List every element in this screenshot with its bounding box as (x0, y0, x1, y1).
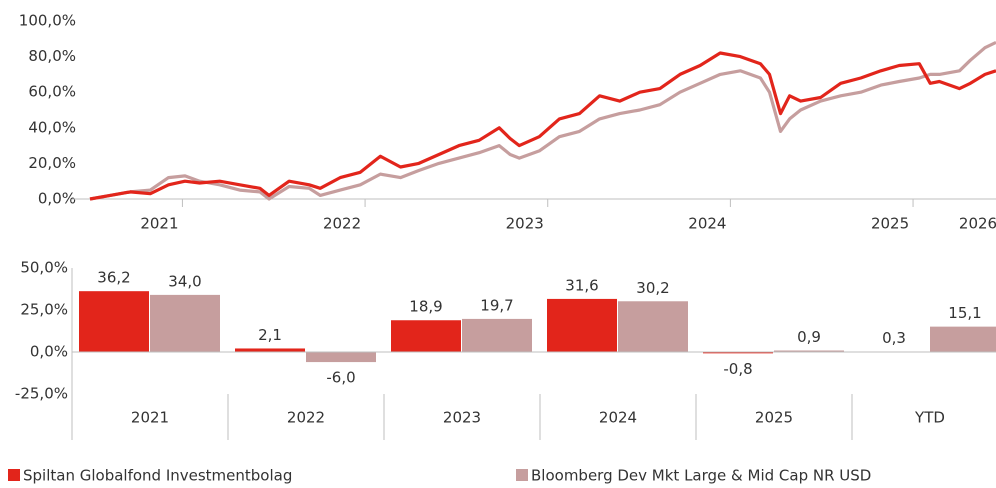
data-label: 2,1 (258, 326, 282, 344)
x-tick-label: 2025 (871, 215, 909, 233)
legend-label: Bloomberg Dev Mkt Large & Mid Cap NR USD (531, 467, 871, 485)
bar (703, 352, 773, 354)
data-label: 15,1 (948, 304, 981, 322)
data-label: 18,9 (409, 298, 442, 316)
x-tick-label: 2021 (131, 409, 169, 427)
data-label: -0,8 (723, 360, 752, 378)
bar (306, 352, 376, 363)
bar (930, 326, 996, 352)
data-label: 34,0 (168, 272, 201, 290)
x-tick-label: 2023 (443, 409, 481, 427)
y-tick-label: 25,0% (20, 301, 68, 319)
x-tick-label: 2022 (323, 215, 361, 233)
y-tick-label: 50,0% (20, 259, 68, 277)
bar (547, 298, 617, 352)
y-tick-label: 80,0% (28, 47, 76, 65)
data-label: 0,3 (882, 329, 906, 347)
data-label: 19,7 (480, 296, 513, 314)
x-tick-label: 2023 (506, 215, 544, 233)
y-tick-label: -25,0% (15, 385, 68, 403)
x-tick-label: 2021 (140, 215, 178, 233)
legend-swatch (516, 469, 528, 481)
x-tick-label: YTD (914, 409, 945, 427)
legend-label: Spiltan Globalfond Investmentbolag (23, 467, 292, 485)
y-tick-label: 0,0% (38, 190, 76, 208)
data-label: 31,6 (565, 276, 598, 294)
x-tick-label: 2024 (688, 215, 726, 233)
x-tick-label: 2024 (599, 409, 637, 427)
bar (391, 320, 461, 352)
data-label: 36,2 (97, 269, 130, 287)
x-tick-label: 2026 (959, 215, 996, 233)
bar (235, 348, 305, 352)
line-series (89, 51, 996, 201)
bar (150, 294, 220, 352)
bar (774, 350, 844, 352)
line-series (89, 40, 996, 201)
y-tick-label: 20,0% (28, 154, 76, 172)
legend-swatch (8, 469, 20, 481)
y-tick-label: 60,0% (28, 83, 76, 101)
x-tick-label: 2022 (287, 409, 325, 427)
bar (462, 318, 532, 352)
bar (79, 291, 149, 352)
bar (618, 301, 688, 352)
y-tick-label: 100,0% (19, 12, 76, 30)
data-label: 30,2 (636, 279, 669, 297)
y-tick-label: 0,0% (30, 343, 68, 361)
x-tick-label: 2025 (755, 409, 793, 427)
y-tick-label: 40,0% (28, 118, 76, 136)
data-label: -6,0 (326, 369, 355, 387)
data-label: 0,9 (797, 328, 821, 346)
